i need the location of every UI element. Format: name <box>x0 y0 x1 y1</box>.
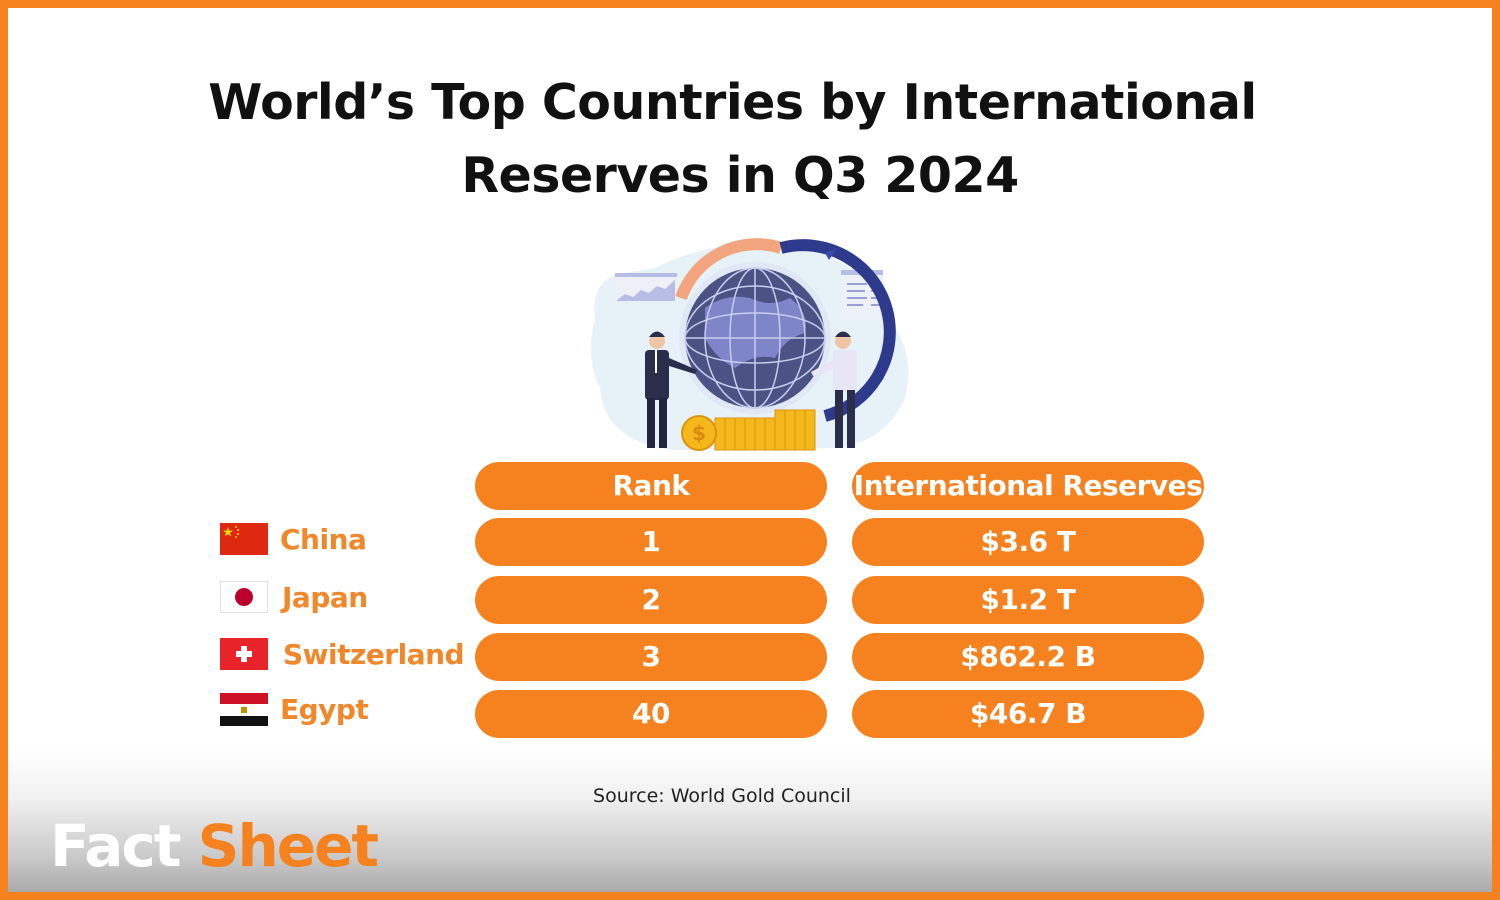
brand-part-2: Sheet <box>197 812 379 880</box>
brand-part-1: Fact <box>50 812 181 880</box>
source-note: Source: World Gold Council <box>593 785 851 807</box>
brand-logo: Fact Sheet <box>50 812 379 880</box>
reserves-cell: $3.6 T <box>852 518 1204 566</box>
egypt-flag-icon <box>220 693 268 726</box>
rank-cell: 3 <box>475 633 827 681</box>
japan-flag-icon <box>220 581 268 613</box>
globe-finance-illustration: $ <box>591 238 909 451</box>
rank-cell: 1 <box>475 518 827 566</box>
country-name: Egypt <box>280 692 369 726</box>
switzerland-flag-icon <box>220 638 268 670</box>
country-name: Switzerland <box>283 637 465 671</box>
country-name: Japan <box>282 580 368 614</box>
china-flag-icon <box>220 523 268 555</box>
svg-text:$: $ <box>692 421 706 445</box>
reserves-cell: $862.2 B <box>852 633 1204 681</box>
reserves-cell: $46.7 B <box>852 690 1204 738</box>
rank-header: Rank <box>475 462 827 510</box>
country-row-japan: Japan <box>220 577 368 617</box>
reserves-header: International Reserves <box>852 462 1204 510</box>
title-line-1: World’s Top Countries by International <box>208 74 1257 131</box>
country-row-china: China <box>220 519 367 559</box>
country-row-egypt: Egypt <box>220 689 369 729</box>
title-line-2: Reserves in Q3 2024 <box>461 147 1019 204</box>
country-row-switzerland: Switzerland <box>220 634 465 674</box>
reserves-cell: $1.2 T <box>852 576 1204 624</box>
rank-cell: 40 <box>475 690 827 738</box>
country-name: China <box>280 522 367 556</box>
page-title: World’s Top Countries by International R… <box>0 66 1500 212</box>
rank-cell: 2 <box>475 576 827 624</box>
